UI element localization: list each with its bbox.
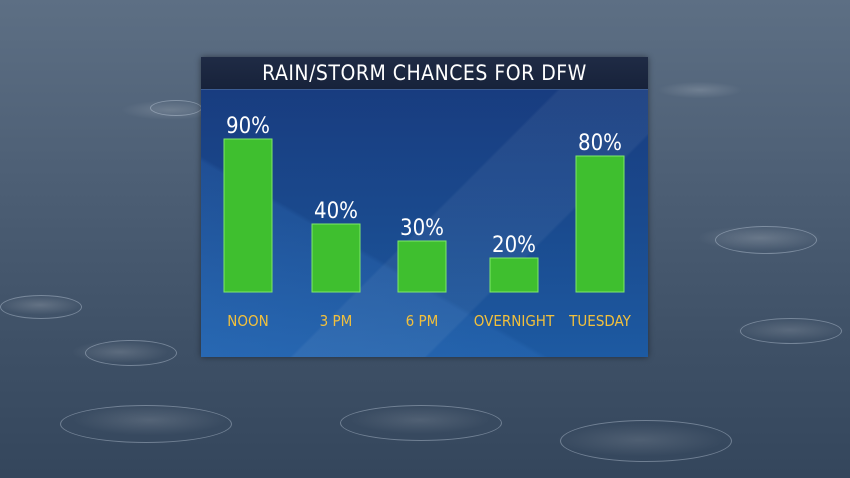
category-label: NOON [227, 312, 268, 330]
value-label: 90% [226, 114, 270, 139]
bar-overnight [489, 257, 539, 293]
value-label: 40% [314, 199, 358, 224]
background-ripple [560, 420, 732, 462]
category-label: 6 PM [406, 312, 439, 330]
background-ripple [60, 405, 232, 443]
background-ripple [340, 405, 502, 441]
bar-6-pm [397, 240, 447, 293]
background-ripple [0, 295, 82, 319]
category-label: 3 PM [320, 312, 353, 330]
value-label: 80% [578, 131, 622, 156]
panel-sheen [201, 57, 648, 357]
bar-tuesday [575, 155, 625, 293]
background-ripple [150, 100, 202, 116]
bar-3-pm [311, 223, 361, 293]
category-label: TUESDAY [568, 312, 631, 330]
panel-sheen [201, 57, 648, 357]
chart-title-bar: RAIN/STORM CHANCES FOR DFW [201, 57, 648, 90]
bar-noon [223, 138, 273, 293]
value-label: 30% [400, 216, 444, 241]
background-ripple [85, 340, 177, 366]
category-label: OVERNIGHT [474, 312, 555, 330]
chart-panel: RAIN/STORM CHANCES FOR DFW 90% NOON 40% 3 P… [201, 57, 648, 357]
bar-chart: 90% NOON 40% 3 PM 30% 6 PM 20% OVERNIGHT 80% TUES… [223, 114, 632, 330]
background-ripple [715, 226, 817, 254]
background-ripple [740, 318, 842, 344]
chart-title: RAIN/STORM CHANCES FOR DFW [262, 61, 587, 85]
value-label: 20% [492, 233, 536, 258]
